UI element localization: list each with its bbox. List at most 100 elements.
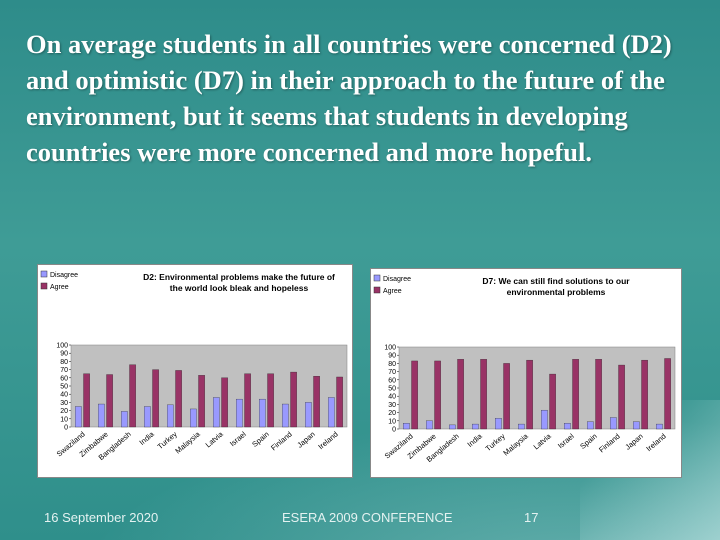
- y-tick-label: 20: [60, 408, 68, 415]
- chart-title-line: D2: Environmental problems make the futu…: [143, 272, 335, 282]
- x-tick-label-latvia: Latvia: [204, 429, 226, 449]
- footer-page-number: 17: [524, 510, 539, 525]
- footer-date: 16 September 2020: [44, 510, 159, 525]
- bar-agree-spain: [267, 373, 274, 428]
- bar-disagree-bangladesh: [449, 424, 456, 430]
- bar-agree-india: [480, 359, 487, 430]
- y-tick-label: 20: [388, 410, 396, 417]
- y-tick-label: 80: [60, 359, 68, 366]
- bar-disagree-spain: [259, 398, 266, 428]
- y-tick-label: 30: [388, 402, 396, 409]
- bar-agree-swaziland: [83, 373, 90, 428]
- bar-agree-malaysia: [198, 375, 205, 428]
- y-tick-label: 60: [388, 377, 396, 384]
- y-tick-label: 10: [388, 418, 396, 425]
- chart-d7: Disagree Agree D7: We can still find solut…: [370, 268, 682, 478]
- legend-label-disagree: Disagree: [383, 276, 411, 283]
- bar-agree-finland: [290, 371, 297, 428]
- legend-label-agree: Agree: [50, 284, 69, 291]
- y-tick-label: 10: [60, 416, 68, 423]
- bar-disagree-india: [144, 406, 151, 428]
- footer-conference: ESERA 2009 CONFERENCE: [282, 510, 453, 525]
- bar-disagree-zimbabwe: [98, 403, 105, 428]
- chart-d7-svg: Disagree Agree D7: We can still find solut…: [373, 274, 676, 464]
- legend-swatch-agree: [373, 286, 381, 294]
- bar-disagree-malaysia: [518, 423, 525, 430]
- bar-disagree-latvia: [213, 397, 220, 428]
- y-tick-label: 0: [392, 427, 396, 434]
- x-tick-label-latvia: Latvia: [532, 431, 554, 451]
- chart-title-line: the world look bleak and hopeless: [170, 283, 309, 293]
- x-tick-label-spain: Spain: [578, 432, 598, 451]
- bar-agree-spain: [595, 359, 602, 430]
- bar-disagree-bangladesh: [121, 411, 128, 428]
- bar-disagree-israel: [564, 423, 571, 430]
- bar-agree-japan: [641, 359, 648, 430]
- bar-agree-ireland: [336, 376, 343, 428]
- plot-area: [70, 344, 348, 428]
- bar-agree-bangladesh: [129, 364, 136, 428]
- x-tick-label-india: India: [138, 429, 157, 447]
- chart-title-line: environmental problems: [507, 287, 606, 297]
- bar-disagree-ireland: [656, 423, 663, 430]
- bar-disagree-finland: [610, 417, 617, 430]
- bar-agree-japan: [313, 376, 320, 428]
- y-tick-label: 100: [56, 343, 68, 350]
- legend-label-agree: Agree: [383, 288, 402, 295]
- bar-disagree-india: [472, 423, 479, 430]
- y-tick-label: 70: [388, 369, 396, 376]
- bar-agree-israel: [572, 359, 579, 430]
- bar-agree-turkey: [503, 363, 510, 430]
- bar-agree-latvia: [221, 377, 228, 428]
- y-tick-label: 50: [60, 384, 68, 391]
- chart-d2: Disagree Agree D2: Environmental problems …: [37, 264, 353, 478]
- legend-swatch-disagree: [40, 270, 48, 278]
- y-tick-label: 40: [388, 394, 396, 401]
- plot-area: [398, 346, 676, 430]
- bar-disagree-swaziland: [75, 406, 82, 428]
- bar-agree-swaziland: [411, 360, 418, 430]
- y-tick-label: 100: [384, 345, 396, 352]
- y-tick-label: 30: [60, 400, 68, 407]
- bar-disagree-japan: [633, 421, 640, 430]
- x-tick-label-india: India: [466, 431, 485, 449]
- bar-agree-malaysia: [526, 359, 533, 430]
- x-tick-label-ireland: Ireland: [644, 432, 667, 454]
- bar-disagree-japan: [305, 402, 312, 428]
- x-tick-label-malaysia: Malaysia: [173, 429, 202, 455]
- x-tick-label-ireland: Ireland: [316, 430, 339, 452]
- bar-disagree-turkey: [495, 418, 502, 430]
- legend-label-disagree: Disagree: [50, 272, 78, 279]
- chart-title-line: D7: We can still find solutions to our: [482, 276, 630, 286]
- bar-disagree-latvia: [541, 409, 548, 430]
- bar-agree-zimbabwe: [434, 360, 441, 430]
- bar-agree-finland: [618, 364, 625, 430]
- x-tick-label-japan: Japan: [623, 432, 644, 452]
- slide-title: On average students in all countries wer…: [26, 29, 672, 167]
- bar-agree-india: [152, 369, 159, 428]
- bar-agree-ireland: [664, 358, 671, 430]
- bar-disagree-spain: [587, 421, 594, 430]
- y-tick-label: 40: [60, 392, 68, 399]
- legend-swatch-agree: [40, 282, 48, 290]
- x-tick-label-spain: Spain: [250, 430, 270, 449]
- y-tick-label: 60: [60, 375, 68, 382]
- bar-disagree-turkey: [167, 404, 174, 428]
- bar-disagree-israel: [236, 398, 243, 428]
- x-tick-label-israel: Israel: [228, 429, 248, 448]
- bar-disagree-malaysia: [190, 408, 197, 428]
- bar-agree-israel: [244, 373, 251, 428]
- y-tick-label: 90: [388, 353, 396, 360]
- y-tick-label: 50: [388, 386, 396, 393]
- y-tick-label: 0: [64, 425, 68, 432]
- x-tick-label-malaysia: Malaysia: [501, 431, 530, 457]
- bar-disagree-finland: [282, 403, 289, 428]
- y-tick-label: 90: [60, 351, 68, 358]
- x-tick-label-israel: Israel: [556, 431, 576, 450]
- bar-agree-bangladesh: [457, 359, 464, 430]
- bar-disagree-swaziland: [403, 423, 410, 430]
- bar-agree-turkey: [175, 370, 182, 428]
- bar-disagree-ireland: [328, 397, 335, 428]
- bar-agree-zimbabwe: [106, 374, 113, 428]
- chart-d2-svg: Disagree Agree D2: Environmental problems …: [40, 270, 348, 462]
